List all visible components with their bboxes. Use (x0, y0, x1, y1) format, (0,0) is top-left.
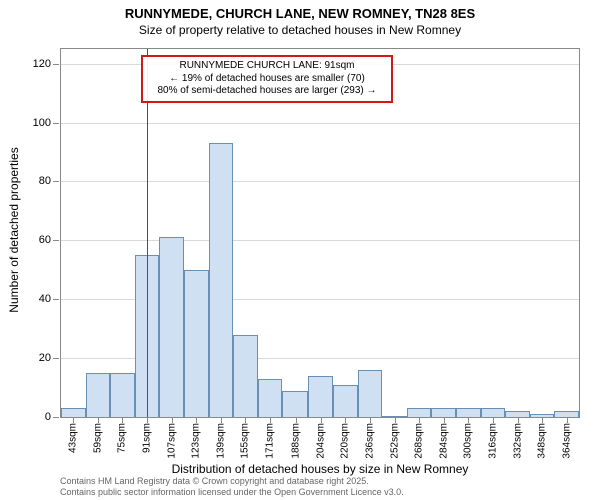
x-tick-label: 91sqm (142, 423, 153, 453)
annotation-line: RUNNYMEDE CHURCH LANE: 91sqm (148, 60, 386, 73)
x-tick-label: 252sqm (389, 423, 400, 459)
histogram-bar (184, 270, 209, 417)
x-tick-label: 268sqm (414, 423, 425, 459)
histogram-bar (282, 391, 308, 417)
x-tick-label: 155sqm (240, 423, 251, 459)
histogram-bar (233, 335, 258, 417)
x-tick-label: 123sqm (191, 423, 202, 459)
x-tick-label: 284sqm (438, 423, 449, 459)
histogram-bar (358, 370, 383, 417)
y-tick (53, 299, 59, 300)
x-tick-label: 236sqm (364, 423, 375, 459)
y-tick (53, 417, 59, 418)
histogram-bar (456, 408, 481, 417)
reference-line (147, 49, 148, 417)
x-tick-label: 43sqm (68, 423, 79, 453)
y-tick (53, 181, 59, 182)
histogram-bar (308, 376, 333, 417)
histogram-bar (407, 408, 432, 417)
x-axis-label: Distribution of detached houses by size … (60, 462, 580, 476)
y-tick-label: 100 (33, 117, 51, 129)
x-tick-label: 188sqm (291, 423, 302, 459)
x-tick-label: 316sqm (487, 423, 498, 459)
x-tick-label: 107sqm (166, 423, 177, 459)
y-tick-label: 120 (33, 58, 51, 70)
y-tick-label: 60 (39, 234, 51, 246)
x-tick-label: 204sqm (315, 423, 326, 459)
x-tick-label: 171sqm (265, 423, 276, 459)
y-tick-label: 40 (39, 293, 51, 305)
x-tick-label: 332sqm (512, 423, 523, 459)
x-tick-label: 139sqm (215, 423, 226, 459)
histogram-bar (258, 379, 283, 417)
plot-area: 02040608010012043sqm59sqm75sqm91sqm107sq… (60, 48, 580, 418)
attribution-line: Contains public sector information licen… (60, 487, 404, 498)
x-tick-label: 220sqm (340, 423, 351, 459)
histogram-bar (110, 373, 135, 417)
histogram-bar (431, 408, 456, 417)
x-tick-label: 364sqm (561, 423, 572, 459)
chart-subtitle: Size of property relative to detached ho… (0, 23, 600, 37)
y-tick (53, 64, 59, 65)
y-tick (53, 123, 59, 124)
x-tick-label: 348sqm (537, 423, 548, 459)
y-tick (53, 358, 59, 359)
x-tick-label: 300sqm (463, 423, 474, 459)
annotation-line: ← 19% of detached houses are smaller (70… (148, 73, 386, 86)
chart-title: RUNNYMEDE, CHURCH LANE, NEW ROMNEY, TN28… (0, 6, 600, 21)
y-tick (53, 240, 59, 241)
histogram-bar (481, 408, 506, 417)
histogram-bar (61, 408, 86, 417)
annotation-line: 80% of semi-detached houses are larger (… (148, 85, 386, 98)
y-axis-label: Number of detached properties (7, 147, 21, 312)
attribution-line: Contains HM Land Registry data © Crown c… (60, 476, 404, 487)
histogram-bar (159, 237, 184, 417)
y-tick-label: 0 (45, 411, 51, 423)
annotation-box: RUNNYMEDE CHURCH LANE: 91sqm← 19% of det… (141, 55, 393, 103)
histogram-bar (86, 373, 111, 417)
histogram-bar (333, 385, 358, 417)
attribution-text: Contains HM Land Registry data © Crown c… (60, 476, 404, 498)
y-tick-label: 20 (39, 352, 51, 364)
histogram-bar (209, 143, 234, 417)
x-tick-label: 75sqm (117, 423, 128, 453)
x-tick-label: 59sqm (92, 423, 103, 453)
y-tick-label: 80 (39, 175, 51, 187)
